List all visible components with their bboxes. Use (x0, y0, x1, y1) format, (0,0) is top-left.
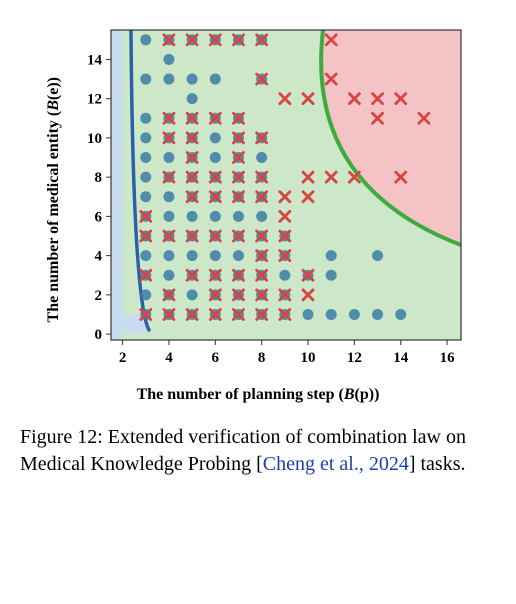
data-dot (349, 309, 360, 320)
x-tick-label: 10 (301, 350, 316, 366)
caption-label: Figure 12: (20, 426, 103, 448)
data-dot (279, 270, 290, 281)
data-dot (140, 34, 151, 45)
x-tick-label: 8 (258, 350, 266, 366)
data-dot (163, 54, 174, 65)
x-tick-label: 14 (393, 350, 409, 366)
data-dot (210, 152, 221, 163)
data-dot (372, 250, 383, 261)
scatter-plot: 24681012141602468101214 (71, 20, 471, 380)
figure-caption: Figure 12: Extended verification of comb… (20, 424, 496, 478)
data-dot (187, 250, 198, 261)
data-dot (233, 250, 244, 261)
data-dot (372, 309, 383, 320)
data-dot (140, 191, 151, 202)
data-dot (187, 74, 198, 85)
y-tick-label: 2 (95, 288, 103, 304)
data-dot (210, 132, 221, 143)
data-dot (163, 152, 174, 163)
data-dot (140, 250, 151, 261)
data-dot (303, 309, 314, 320)
plot-wrap: The number of medical entity (B(e)) 2 4 6 8… (45, 20, 471, 380)
data-dot (326, 250, 337, 261)
data-dot (140, 172, 151, 183)
data-dot (140, 289, 151, 300)
data-dot (140, 113, 151, 124)
data-dot (163, 191, 174, 202)
data-dot (163, 250, 174, 261)
data-dot (326, 270, 337, 281)
data-dot (256, 152, 267, 163)
y-tick-label: 10 (87, 131, 102, 147)
y-tick-label: 0 (95, 327, 103, 343)
data-dot (163, 211, 174, 222)
y-tick-label: 4 (95, 249, 103, 265)
x-tick-label: 12 (347, 350, 362, 366)
data-dot (395, 309, 406, 320)
y-tick-label: 6 (95, 209, 103, 225)
x-tick-label: 2 (119, 350, 127, 366)
y-tick-label: 14 (87, 52, 103, 68)
x-tick-label: 4 (165, 350, 173, 366)
left-blue (111, 30, 123, 340)
data-dot (140, 132, 151, 143)
data-dot (256, 211, 267, 222)
data-dot (210, 211, 221, 222)
data-dot (210, 74, 221, 85)
caption-citation: Cheng et al., 2024 (263, 453, 409, 475)
data-dot (163, 270, 174, 281)
caption-text2: ] tasks. (409, 453, 466, 475)
figure-container: The number of medical entity (B(e)) 2 4 6 8… (20, 20, 496, 478)
y-tick-label: 8 (95, 170, 103, 186)
data-dot (210, 250, 221, 261)
data-dot (187, 289, 198, 300)
data-dot (187, 211, 198, 222)
data-dot (140, 152, 151, 163)
x-tick-label: 16 (440, 350, 456, 366)
data-dot (140, 74, 151, 85)
x-tick-label: 6 (212, 350, 220, 366)
x-axis-label: The number of planning step (B(p)) (137, 386, 380, 404)
data-dot (163, 74, 174, 85)
y-tick-label: 12 (87, 92, 102, 108)
data-dot (233, 211, 244, 222)
data-dot (187, 93, 198, 104)
data-dot (326, 309, 337, 320)
y-axis-label: The number of medical entity (B(e)) (45, 77, 63, 322)
